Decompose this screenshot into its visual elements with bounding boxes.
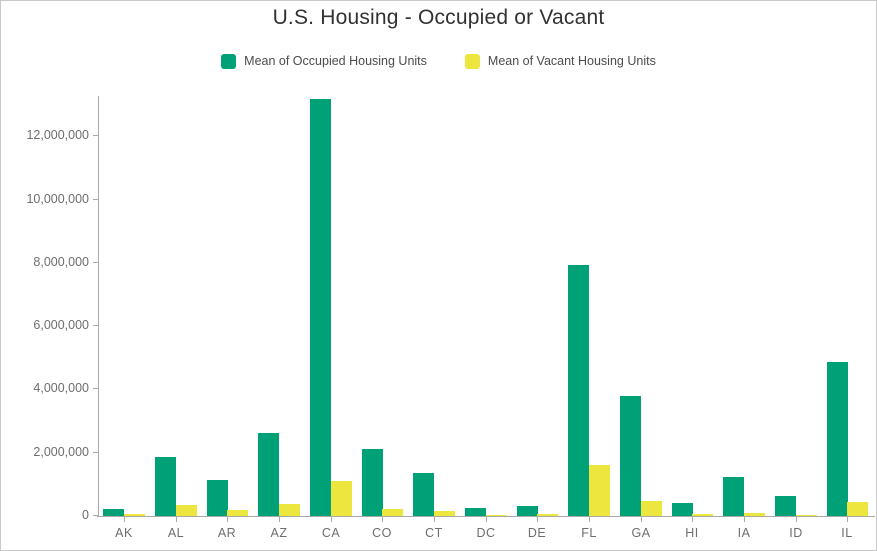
occupied-swatch-icon	[221, 53, 237, 69]
x-axis-category-label: CA	[321, 526, 341, 540]
bar-occupied-HI[interactable]	[672, 503, 693, 516]
x-axis-category-label: AR	[217, 526, 237, 540]
legend-item-vacant[interactable]: Mean of Vacant Housing Units	[464, 53, 656, 69]
y-axis-line	[98, 96, 99, 516]
bar-vacant-CT[interactable]	[434, 511, 455, 516]
bar-vacant-AR[interactable]	[227, 510, 248, 516]
bar-occupied-AZ[interactable]	[258, 433, 279, 516]
x-axis-tick	[279, 517, 280, 522]
legend: Mean of Occupied Housing Units Mean of V…	[1, 52, 876, 70]
y-axis-tick-label: 6,000,000	[33, 318, 89, 333]
x-axis-tick	[227, 517, 228, 522]
y-axis-tick	[93, 451, 98, 453]
x-axis-category-label: IL	[841, 526, 853, 540]
y-axis-tick-label: 2,000,000	[33, 444, 89, 459]
x-axis-tick	[486, 517, 487, 522]
x-axis-category-label: CT	[425, 526, 443, 540]
bar-vacant-HI[interactable]	[692, 514, 713, 516]
bar-vacant-AK[interactable]	[124, 514, 145, 516]
x-axis-category-label: DE	[527, 526, 547, 540]
bar-occupied-CA[interactable]	[310, 99, 331, 516]
x-axis-line	[97, 516, 875, 517]
bar-vacant-CO[interactable]	[382, 509, 403, 516]
x-axis-category-label: AL	[167, 526, 185, 540]
y-axis-tick-label: 0	[82, 508, 89, 522]
bar-vacant-DE[interactable]	[537, 514, 558, 516]
x-axis-category-label: GA	[631, 526, 651, 540]
bar-vacant-FL[interactable]	[589, 465, 610, 516]
x-axis-category-label: DC	[476, 526, 496, 540]
chart-title: U.S. Housing - Occupied or Vacant	[272, 6, 605, 29]
x-axis-tick	[641, 517, 642, 522]
bar-occupied-IA[interactable]	[723, 477, 744, 516]
x-axis-tick	[847, 517, 848, 522]
x-axis-tick	[124, 517, 125, 522]
y-axis-tick-label: 10,000,000	[26, 191, 89, 206]
y-axis-tick	[93, 261, 98, 263]
y-axis-tick	[93, 388, 98, 390]
x-axis-tick	[744, 517, 745, 522]
bar-occupied-DE[interactable]	[517, 506, 538, 516]
x-axis-tick	[331, 517, 332, 522]
x-axis-category-label: ID	[789, 526, 803, 540]
y-axis-tick	[93, 198, 98, 200]
bar-vacant-IL[interactable]	[847, 502, 868, 516]
bar-occupied-AR[interactable]	[207, 480, 228, 516]
bar-vacant-IA[interactable]	[744, 513, 765, 516]
y-axis-tick	[93, 135, 98, 137]
x-axis-tick	[796, 517, 797, 522]
y-axis-tick-label: 8,000,000	[33, 254, 89, 269]
bar-occupied-DC[interactable]	[465, 508, 486, 516]
bar-vacant-ID[interactable]	[796, 515, 817, 516]
x-axis-category-label: HI	[685, 526, 699, 540]
x-axis-tick	[434, 517, 435, 522]
y-axis-tick	[93, 515, 98, 516]
y-axis-tick-label: 12,000,000	[26, 128, 89, 143]
bar-occupied-CT[interactable]	[413, 473, 434, 516]
bar-vacant-AL[interactable]	[176, 505, 197, 516]
x-axis-tick	[176, 517, 177, 522]
bar-vacant-DC[interactable]	[486, 515, 507, 516]
x-axis-category-label: AK	[115, 526, 133, 540]
bar-vacant-AZ[interactable]	[279, 504, 300, 516]
vacant-swatch-icon	[464, 53, 480, 69]
bar-vacant-CA[interactable]	[331, 481, 352, 516]
x-axis-category-label: AZ	[270, 526, 288, 540]
bar-occupied-GA[interactable]	[620, 396, 641, 516]
bar-occupied-IL[interactable]	[827, 362, 848, 516]
x-axis-tick	[589, 517, 590, 522]
x-axis-tick	[382, 517, 383, 522]
x-axis-category-label: CO	[372, 526, 392, 540]
bar-occupied-AK[interactable]	[103, 509, 124, 516]
x-axis-tick	[692, 517, 693, 522]
y-axis-tick-label: 4,000,000	[33, 381, 89, 396]
x-axis-category-label: IA	[737, 526, 751, 540]
bar-occupied-CO[interactable]	[362, 449, 383, 516]
bar-vacant-GA[interactable]	[641, 501, 662, 516]
y-axis-tick	[93, 325, 98, 327]
bar-occupied-ID[interactable]	[775, 496, 796, 516]
legend-label-occupied: Mean of Occupied Housing Units	[244, 54, 427, 68]
x-axis-tick	[537, 517, 538, 522]
legend-label-vacant: Mean of Vacant Housing Units	[487, 54, 656, 68]
legend-item-occupied[interactable]: Mean of Occupied Housing Units	[221, 53, 427, 69]
bar-occupied-AL[interactable]	[155, 457, 176, 516]
bar-occupied-FL[interactable]	[568, 265, 589, 516]
x-axis-category-label: FL	[581, 526, 597, 540]
